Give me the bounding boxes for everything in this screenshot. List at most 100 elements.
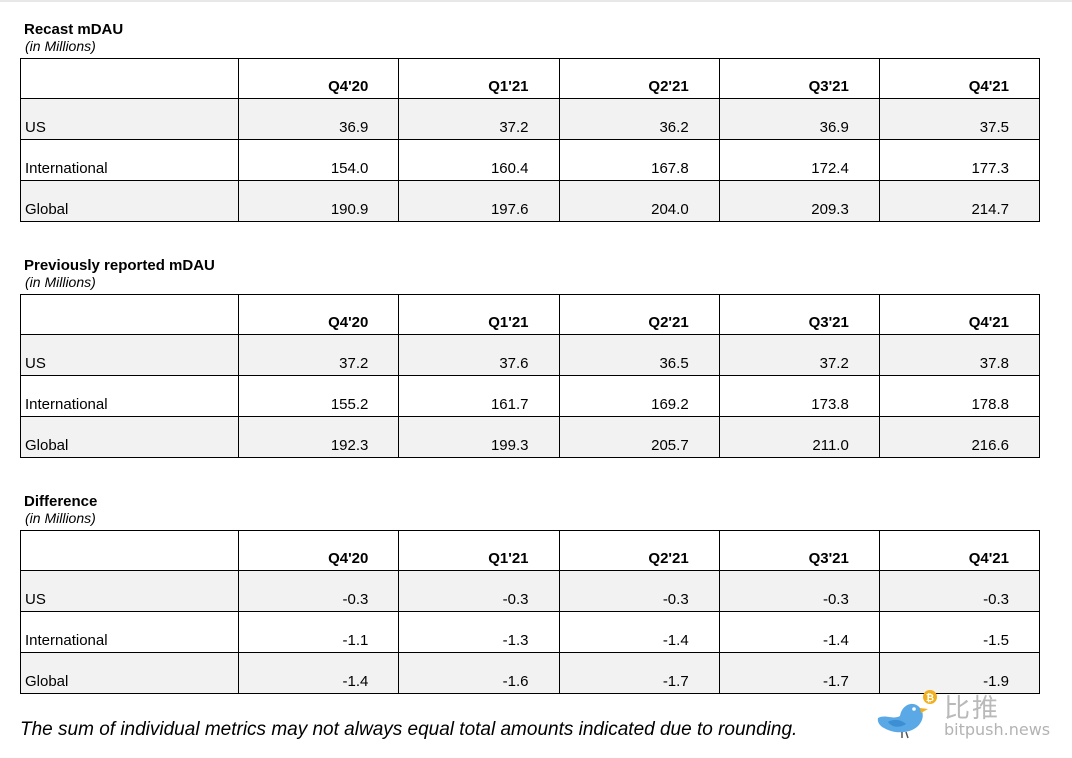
column-header: Q3'21	[718, 530, 880, 571]
difference-table: Q4'20 Q1'21 Q2'21 Q3'21 Q4'21 US -0.3 -0…	[19, 530, 1041, 694]
column-header: Q4'21	[878, 58, 1041, 99]
table-cell: 173.8	[718, 375, 880, 417]
table-cell: 37.8	[878, 334, 1041, 376]
row-label: Global	[19, 416, 240, 458]
table-cell: 169.2	[558, 375, 720, 417]
table-cell: 36.9	[238, 98, 400, 140]
table-cell: 36.9	[718, 98, 880, 140]
column-header: Q3'21	[718, 294, 880, 335]
table-cell: 209.3	[718, 180, 880, 222]
table-cell: 214.7	[878, 180, 1041, 222]
svg-text:₿: ₿	[926, 692, 934, 704]
table-header-row: Q4'20 Q1'21 Q2'21 Q3'21 Q4'21	[19, 294, 1041, 335]
section-title: Previously reported mDAU	[24, 257, 215, 274]
table-cell: 161.7	[398, 375, 560, 417]
column-header: Q1'21	[398, 58, 560, 99]
table-cell: 154.0	[238, 139, 400, 181]
column-header: Q4'20	[238, 530, 400, 571]
table-row: International 154.0 160.4 167.8 172.4 17…	[19, 139, 1041, 181]
header-empty-cell	[19, 530, 240, 571]
table-cell: 205.7	[558, 416, 720, 458]
section-unit: (in Millions)	[25, 38, 96, 54]
table-cell: 36.5	[558, 334, 720, 376]
table-cell: 178.8	[878, 375, 1041, 417]
table-cell: 167.8	[558, 139, 720, 181]
table-cell: -1.1	[238, 611, 400, 653]
column-header: Q2'21	[558, 530, 720, 571]
table-cell: 37.5	[878, 98, 1041, 140]
table-cell: 155.2	[238, 375, 400, 417]
row-label: Global	[19, 180, 240, 222]
column-header: Q1'21	[398, 294, 560, 335]
watermark-brand-en: bitpush.news	[944, 720, 1051, 739]
table-row: US -0.3 -0.3 -0.3 -0.3 -0.3	[19, 570, 1041, 612]
section-title: Difference	[24, 493, 98, 510]
bird-logo-icon: ₿	[877, 690, 937, 739]
column-header: Q4'20	[238, 294, 400, 335]
row-label: US	[19, 98, 240, 140]
table-row: Global 192.3 199.3 205.7 211.0 216.6	[19, 416, 1041, 458]
column-header: Q4'21	[878, 530, 1041, 571]
table-cell: 204.0	[558, 180, 720, 222]
table-row: US 37.2 37.6 36.5 37.2 37.8	[19, 334, 1041, 376]
row-label: International	[19, 139, 240, 181]
top-rule	[0, 0, 1072, 2]
table-cell: -0.3	[718, 570, 880, 612]
table-cell: -0.3	[558, 570, 720, 612]
table-row: Global 190.9 197.6 204.0 209.3 214.7	[19, 180, 1041, 222]
section-recast-mdau: Recast mDAU (in Millions) Q4'20 Q1'21 Q2…	[19, 21, 1041, 222]
table-cell: 37.2	[238, 334, 400, 376]
column-header: Q4'20	[238, 58, 400, 99]
table-header-row: Q4'20 Q1'21 Q2'21 Q3'21 Q4'21	[19, 530, 1041, 571]
rounding-footnote: The sum of individual metrics may not al…	[20, 719, 798, 740]
table-cell: 197.6	[398, 180, 560, 222]
table-cell: -1.6	[398, 652, 560, 694]
table-cell: 37.6	[398, 334, 560, 376]
row-label: Global	[19, 652, 240, 694]
watermark-brand-cn: 比推	[944, 694, 1001, 724]
table-header-row: Q4'20 Q1'21 Q2'21 Q3'21 Q4'21	[19, 58, 1041, 99]
table-cell: 36.2	[558, 98, 720, 140]
table-row: International -1.1 -1.3 -1.4 -1.4 -1.5	[19, 611, 1041, 653]
column-header: Q3'21	[718, 58, 880, 99]
row-label: US	[19, 334, 240, 376]
table-row: International 155.2 161.7 169.2 173.8 17…	[19, 375, 1041, 417]
table-cell: 177.3	[878, 139, 1041, 181]
column-header: Q1'21	[398, 530, 560, 571]
section-difference: Difference (in Millions) Q4'20 Q1'21 Q2'…	[19, 493, 1041, 694]
section-unit: (in Millions)	[25, 510, 96, 526]
bitpush-watermark: ₿ 比推 bitpush.news	[872, 688, 1062, 744]
table-cell: 190.9	[238, 180, 400, 222]
section-title: Recast mDAU	[24, 21, 124, 38]
table-cell: 160.4	[398, 139, 560, 181]
column-header: Q2'21	[558, 294, 720, 335]
table-cell: -1.7	[558, 652, 720, 694]
row-label: US	[19, 570, 240, 612]
header-empty-cell	[19, 294, 240, 335]
table-cell: -1.7	[718, 652, 880, 694]
table-cell: -1.4	[238, 652, 400, 694]
table-cell: -0.3	[238, 570, 400, 612]
table-row: Global -1.4 -1.6 -1.7 -1.7 -1.9	[19, 652, 1041, 694]
column-header: Q2'21	[558, 58, 720, 99]
table-cell: 211.0	[718, 416, 880, 458]
table-row: US 36.9 37.2 36.2 36.9 37.5	[19, 98, 1041, 140]
table-cell: 192.3	[238, 416, 400, 458]
table-cell: 199.3	[398, 416, 560, 458]
table-cell: 172.4	[718, 139, 880, 181]
previously-reported-mdau-table: Q4'20 Q1'21 Q2'21 Q3'21 Q4'21 US 37.2 37…	[19, 294, 1041, 458]
table-cell: -1.5	[878, 611, 1041, 653]
row-label: International	[19, 611, 240, 653]
row-label: International	[19, 375, 240, 417]
table-cell: -1.4	[558, 611, 720, 653]
table-cell: -1.3	[398, 611, 560, 653]
table-cell: 37.2	[398, 98, 560, 140]
section-unit: (in Millions)	[25, 274, 96, 290]
section-previously-reported-mdau: Previously reported mDAU (in Millions) Q…	[19, 257, 1041, 458]
table-cell: -1.9	[878, 652, 1041, 694]
table-cell: -1.4	[718, 611, 880, 653]
table-cell: 216.6	[878, 416, 1041, 458]
recast-mdau-table: Q4'20 Q1'21 Q2'21 Q3'21 Q4'21 US 36.9 37…	[19, 58, 1041, 222]
table-cell: -0.3	[878, 570, 1041, 612]
column-header: Q4'21	[878, 294, 1041, 335]
